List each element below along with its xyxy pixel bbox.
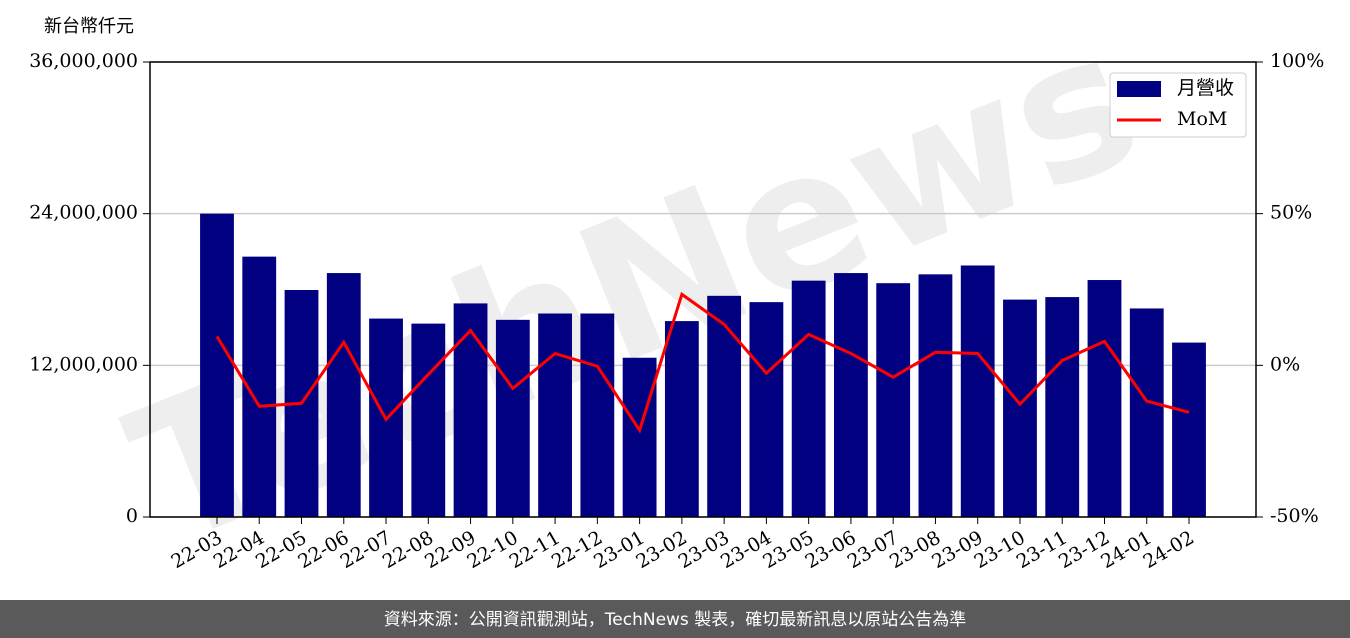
bar — [538, 313, 572, 517]
footer-text: 資料來源：公開資訊觀測站，TechNews 製表，確切最新訊息以原站公告為準 — [384, 610, 966, 630]
bar — [707, 295, 742, 517]
bar — [453, 303, 488, 517]
y2-tick-label: 50% — [1270, 202, 1312, 224]
y-axis-label: 新台幣仟元 — [44, 16, 134, 37]
y-tick-label: 0 — [126, 505, 138, 527]
bar — [834, 273, 868, 517]
bar — [664, 321, 699, 517]
line — [215, 291, 1190, 434]
bar — [200, 213, 234, 517]
bar — [411, 323, 446, 517]
bar — [1087, 280, 1122, 517]
y2-tick-label: 100% — [1270, 50, 1324, 72]
y2-tick-label: 0% — [1270, 353, 1300, 375]
bar — [749, 302, 784, 517]
bar — [1003, 299, 1037, 517]
legend-swatch — [1117, 81, 1161, 97]
bar — [326, 273, 361, 517]
bar — [580, 313, 615, 517]
bar — [918, 274, 953, 517]
legend-label: MoM — [1177, 108, 1227, 130]
bar — [876, 283, 911, 517]
bar — [1172, 342, 1206, 517]
bar — [1045, 297, 1080, 517]
footer-bar — [0, 600, 1350, 638]
bar — [495, 319, 530, 517]
legend-label: 月營收 — [1177, 77, 1234, 99]
plot-frame — [149, 61, 1257, 518]
bar — [1129, 308, 1164, 517]
bar — [622, 357, 657, 517]
y2-tick-label: -50% — [1270, 505, 1319, 527]
bar — [960, 265, 995, 517]
y-tick-label: 24,000,000 — [29, 202, 138, 224]
bar — [791, 280, 826, 517]
y-tick-label: 12,000,000 — [29, 353, 138, 375]
y-tick-label: 36,000,000 — [29, 50, 138, 72]
